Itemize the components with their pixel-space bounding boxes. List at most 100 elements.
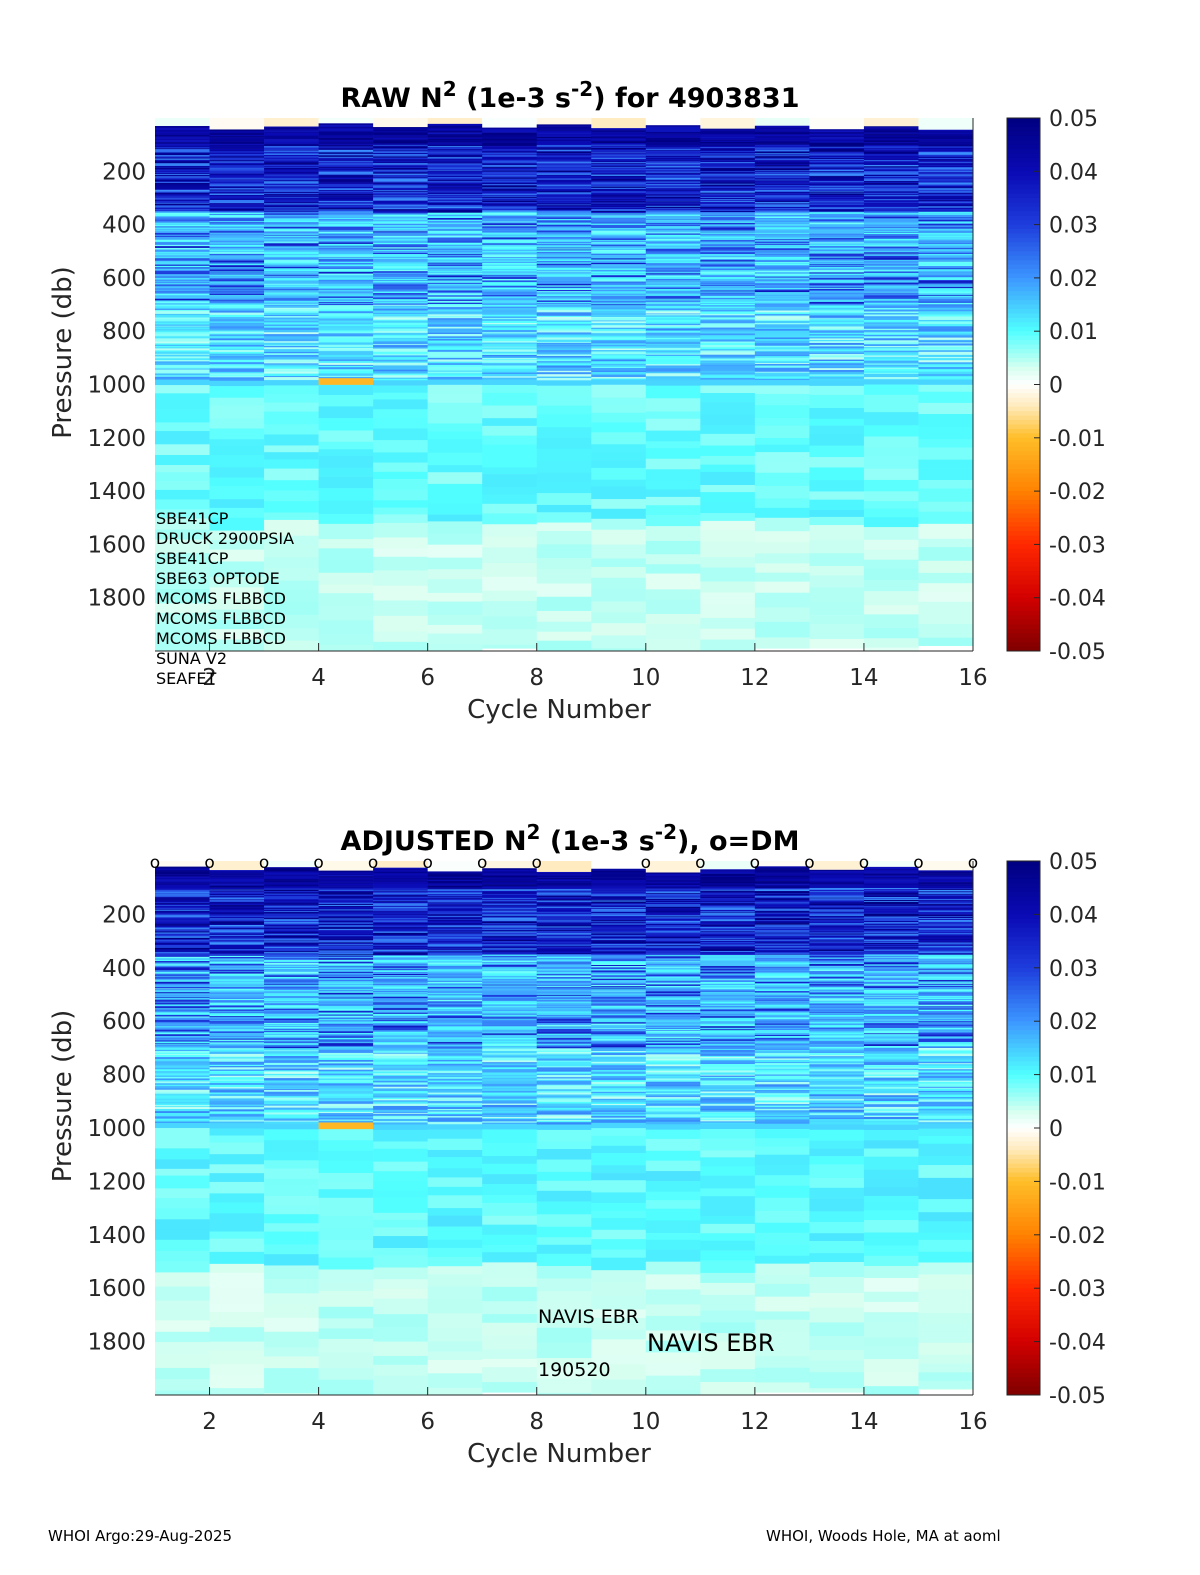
heatmap-cell bbox=[427, 569, 483, 580]
heatmap-cell bbox=[700, 166, 756, 169]
heatmap-cell bbox=[427, 884, 483, 886]
heatmap-cell bbox=[373, 895, 428, 897]
heatmap-cell bbox=[264, 602, 319, 616]
heatmap-cell bbox=[155, 186, 210, 189]
heatmap-cell bbox=[427, 932, 483, 934]
heatmap-cell bbox=[645, 368, 701, 370]
heatmap-cell bbox=[155, 926, 210, 928]
colorbar-segment bbox=[1007, 433, 1040, 439]
heatmap-cell bbox=[209, 540, 265, 550]
heatmap-cell bbox=[809, 328, 865, 331]
heatmap-cell bbox=[155, 172, 210, 174]
heatmap-cell bbox=[427, 935, 483, 938]
heatmap-cell bbox=[645, 212, 701, 214]
heatmap-cell bbox=[754, 621, 810, 638]
heatmap-cell bbox=[318, 378, 374, 386]
heatmap-cell bbox=[373, 245, 428, 248]
heatmap-cell bbox=[700, 567, 756, 582]
heatmap-cell bbox=[318, 292, 374, 294]
heatmap-cell bbox=[155, 1390, 210, 1396]
heatmap-cell bbox=[482, 384, 538, 394]
heatmap-cell bbox=[427, 212, 483, 215]
heatmap-cell bbox=[591, 241, 647, 243]
heatmap-cell bbox=[155, 975, 210, 977]
heatmap-cell bbox=[809, 298, 865, 300]
heatmap-cell bbox=[591, 148, 647, 150]
heatmap-cell bbox=[155, 1088, 210, 1091]
heatmap-cell bbox=[155, 869, 210, 872]
heatmap-cell bbox=[700, 315, 756, 318]
heatmap-cell bbox=[209, 188, 265, 190]
heatmap-cell bbox=[209, 619, 265, 630]
heatmap-cell bbox=[209, 917, 265, 919]
heatmap-cell bbox=[373, 139, 428, 142]
heatmap-cell bbox=[318, 1051, 374, 1054]
heatmap-cell bbox=[591, 207, 647, 209]
heatmap-cell bbox=[155, 151, 210, 153]
heatmap-cell bbox=[863, 186, 919, 188]
heatmap-cell bbox=[536, 169, 592, 171]
heatmap-cell bbox=[591, 162, 647, 164]
heatmap-cell bbox=[809, 206, 865, 208]
heatmap-cell bbox=[645, 214, 701, 216]
heatmap-cell bbox=[209, 1083, 265, 1086]
heatmap-cell bbox=[209, 1074, 265, 1077]
heatmap-cell bbox=[373, 152, 428, 155]
heatmap-cell bbox=[591, 248, 647, 251]
heatmap-cell bbox=[863, 559, 919, 570]
heatmap-cell bbox=[264, 959, 319, 961]
heatmap-cell bbox=[264, 1080, 319, 1083]
heatmap-cell bbox=[809, 253, 865, 256]
heatmap-cell bbox=[209, 1213, 265, 1221]
heatmap-cell bbox=[809, 457, 865, 468]
heatmap-cell bbox=[318, 153, 374, 156]
heatmap-cell bbox=[209, 1028, 265, 1030]
heatmap-cell bbox=[809, 246, 865, 249]
heatmap-cell bbox=[754, 168, 810, 171]
heatmap-cell bbox=[264, 975, 319, 978]
heatmap-cell bbox=[264, 118, 319, 127]
heatmap-cell bbox=[264, 361, 319, 364]
heatmap-cell bbox=[427, 947, 483, 949]
heatmap-cell bbox=[591, 224, 647, 226]
heatmap-cell bbox=[863, 362, 919, 364]
heatmap-cell bbox=[373, 211, 428, 214]
heatmap-cell bbox=[918, 277, 974, 279]
heatmap-cell bbox=[264, 149, 319, 151]
heatmap-cell bbox=[863, 314, 919, 317]
heatmap-cell bbox=[264, 268, 319, 270]
heatmap-cell bbox=[427, 1043, 483, 1045]
heatmap-cell bbox=[318, 925, 374, 928]
heatmap-cell bbox=[482, 425, 538, 436]
heatmap-cell bbox=[645, 155, 701, 158]
heatmap-cell bbox=[645, 273, 701, 275]
heatmap-cell bbox=[700, 213, 756, 215]
heatmap-cell bbox=[155, 243, 210, 246]
heatmap-cell bbox=[754, 246, 810, 249]
heatmap-cell bbox=[155, 918, 210, 921]
heatmap-cell bbox=[645, 118, 701, 126]
heatmap-cell bbox=[809, 371, 865, 375]
heatmap-cell bbox=[264, 204, 319, 206]
heatmap-cell bbox=[155, 930, 210, 932]
heatmap-cell bbox=[427, 293, 483, 296]
heatmap-cell bbox=[645, 231, 701, 233]
heatmap-cell bbox=[209, 192, 265, 194]
heatmap-cell bbox=[209, 467, 265, 478]
heatmap-cell bbox=[536, 297, 592, 299]
heatmap-cell bbox=[591, 229, 647, 231]
heatmap-cell bbox=[318, 367, 374, 370]
heatmap-cell bbox=[209, 927, 265, 930]
heatmap-cell bbox=[264, 186, 319, 188]
heatmap-cell bbox=[155, 518, 210, 530]
heatmap-cell bbox=[918, 167, 974, 170]
heatmap-cell bbox=[863, 290, 919, 293]
heatmap-cell bbox=[373, 1029, 428, 1032]
heatmap-cell bbox=[918, 163, 974, 166]
heatmap-cell bbox=[645, 129, 701, 133]
heatmap-cell bbox=[591, 247, 647, 250]
heatmap-cell bbox=[155, 226, 210, 228]
heatmap-cell bbox=[318, 298, 374, 300]
heatmap-cell bbox=[318, 284, 374, 287]
heatmap-cell bbox=[373, 556, 428, 571]
